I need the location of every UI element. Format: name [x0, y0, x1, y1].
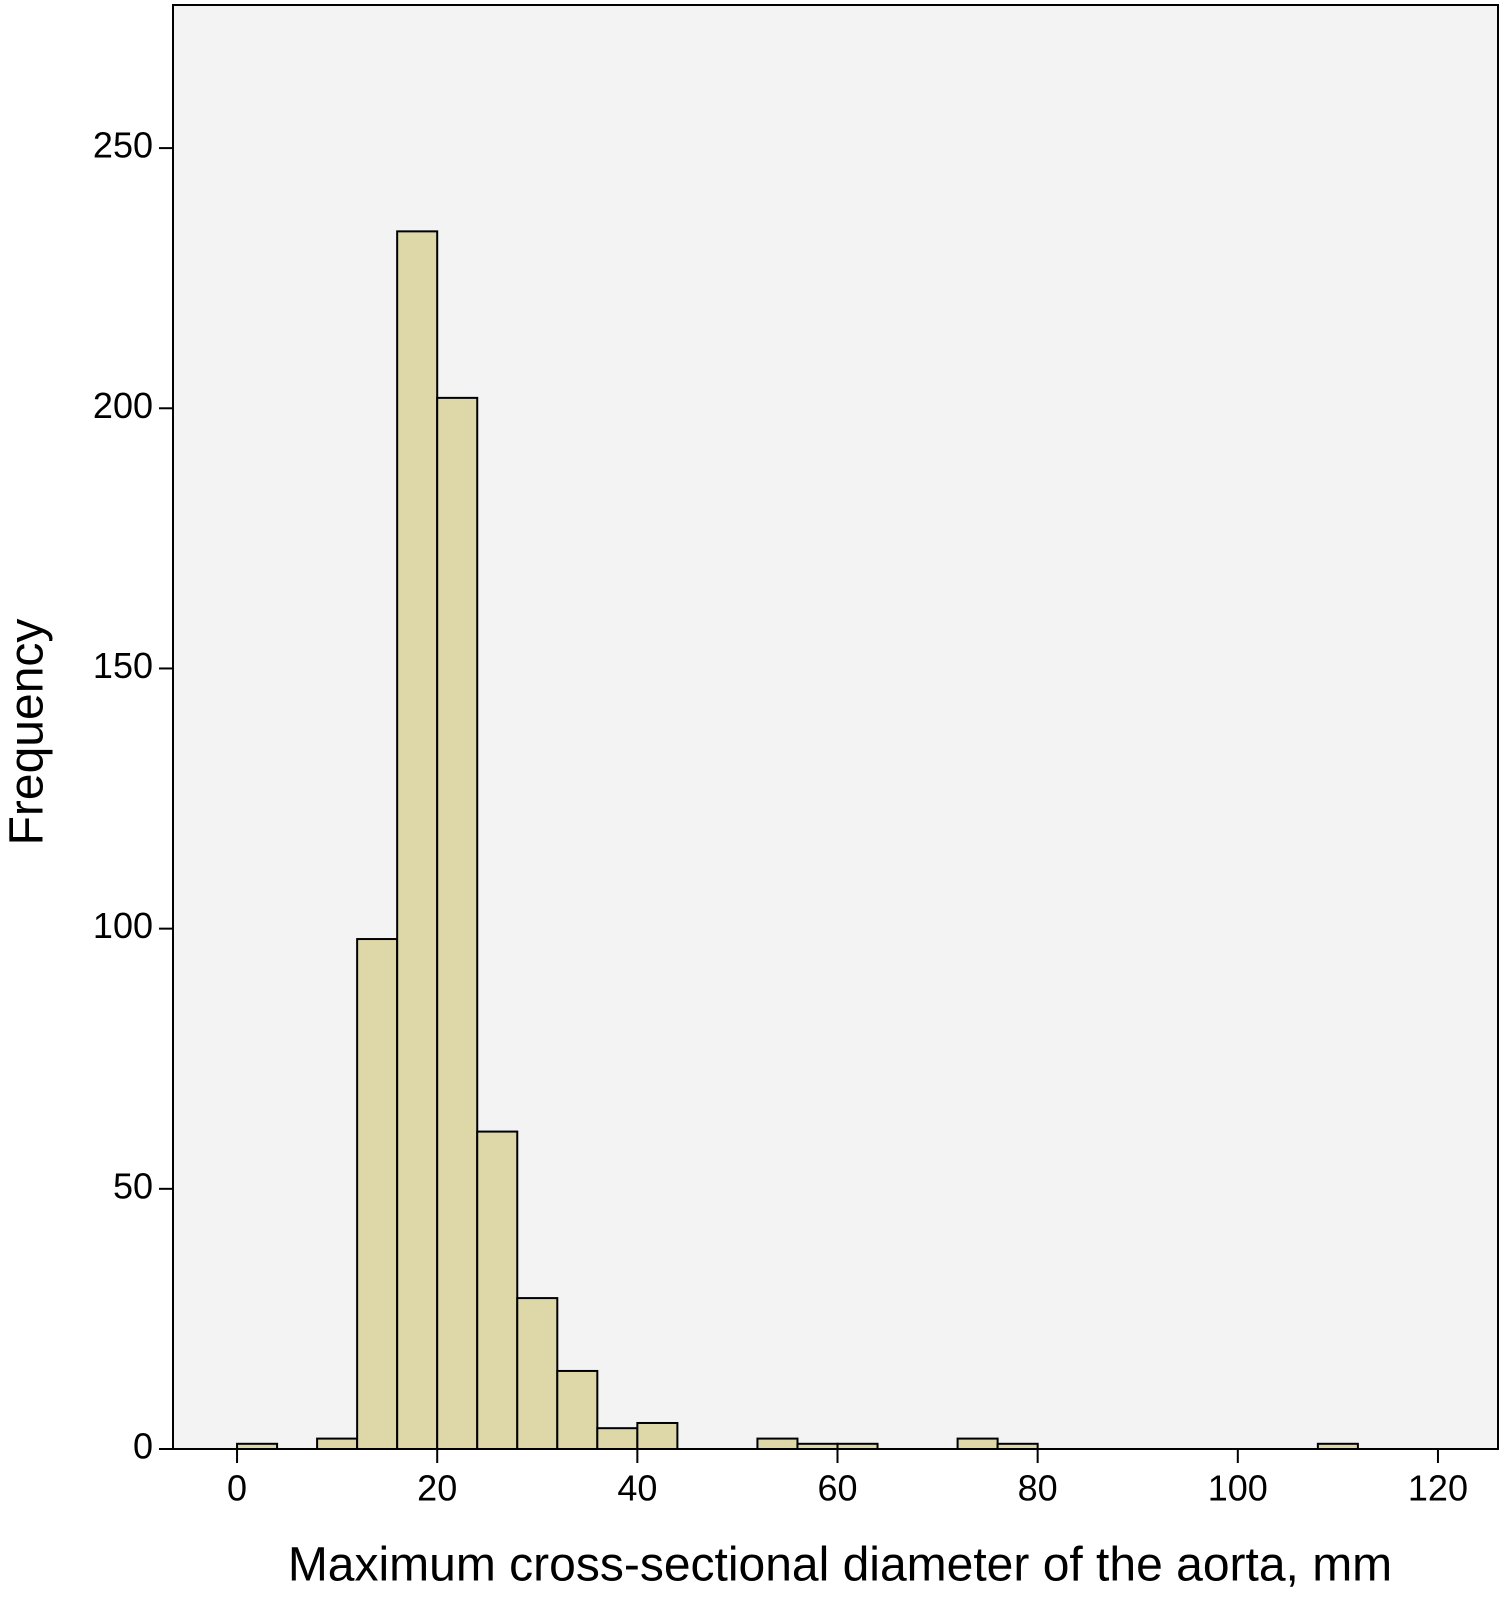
bar	[476, 1130, 519, 1451]
bar	[316, 1437, 359, 1450]
bar	[356, 938, 399, 1451]
bar	[436, 396, 479, 1450]
bar	[996, 1442, 1039, 1450]
y-tick-label: 50	[113, 1165, 153, 1206]
bar	[516, 1297, 559, 1450]
bar	[796, 1442, 839, 1450]
bar	[756, 1437, 799, 1450]
x-tick-label: 0	[227, 1468, 247, 1509]
bar	[636, 1421, 679, 1450]
x-tick-label: 80	[1018, 1468, 1058, 1509]
y-axis-label: Frequency	[1, 619, 54, 846]
bar	[956, 1437, 999, 1450]
x-tick-label: 20	[417, 1468, 457, 1509]
x-tick-label: 60	[817, 1468, 857, 1509]
bar	[596, 1427, 639, 1450]
y-tick-label: 150	[93, 645, 153, 686]
y-tick-label: 200	[93, 385, 153, 426]
y-tick-label: 100	[93, 905, 153, 946]
x-tick-label: 120	[1408, 1468, 1468, 1509]
x-tick-label: 40	[617, 1468, 657, 1509]
y-tick-label: 0	[133, 1426, 153, 1467]
bar	[236, 1442, 279, 1450]
bar	[836, 1442, 879, 1450]
y-tick-label: 250	[93, 125, 153, 166]
bar	[1316, 1442, 1359, 1450]
x-axis-label: Maximum cross-sectional diameter of the …	[288, 1539, 1392, 1592]
bar	[396, 230, 439, 1450]
bar	[556, 1369, 599, 1450]
x-tick-label: 100	[1208, 1468, 1268, 1509]
